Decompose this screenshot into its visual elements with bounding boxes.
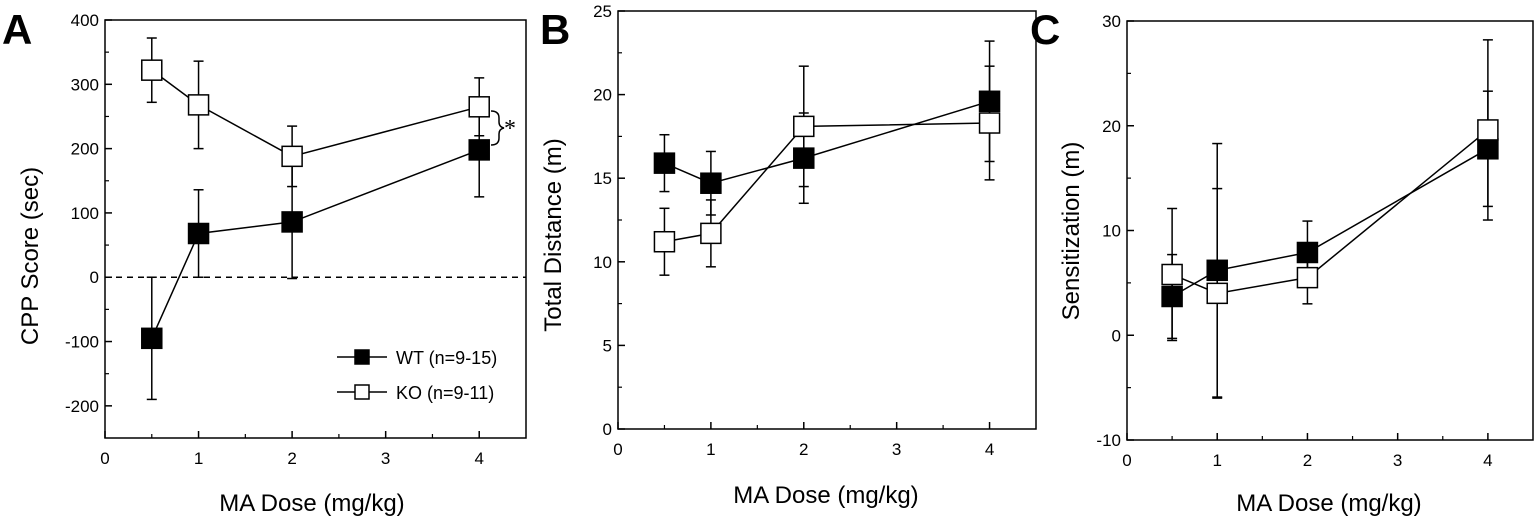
y-tick-label: 0 [603,420,612,439]
ko-data-point [281,145,303,168]
y-tick-label: 0 [1112,326,1121,345]
ko-legend-marker [354,384,370,400]
x-tick-label: 1 [1212,451,1221,470]
ko-series-line [1171,129,1489,295]
x-tick-label: 0 [613,440,622,459]
x-tick-label: 2 [799,440,808,459]
ko-data-point [1161,263,1183,286]
y-tick-label: -10 [1096,431,1121,450]
ko-data-point [793,115,815,138]
legend-wt-label: WT (n=9-15) [396,348,497,368]
x-tick-label: 2 [1303,451,1312,470]
ko-series-line [664,122,990,243]
x-tick-label: 3 [1393,451,1402,470]
x-tick-label: 4 [474,449,483,468]
y-tick-label: 25 [593,2,612,21]
y-tick-label: 5 [603,336,612,355]
wt-series-line [151,149,480,339]
significance-marker: * [504,116,516,142]
y-tick-label: 10 [1102,222,1121,241]
panel-label: A [2,6,32,53]
y-tick-label: 10 [593,253,612,272]
x-tick-label: 1 [194,449,203,468]
wt-data-point [468,139,490,161]
ko-series-line [151,69,480,158]
ko-data-point [141,59,163,81]
y-tick-label: 15 [593,169,612,188]
y-tick-label: 0 [90,268,99,287]
ko-data-point [1296,266,1319,289]
ko-data-point [653,230,676,253]
x-tick-label: 0 [100,449,109,468]
y-axis-title: Total Distance (m) [540,138,567,331]
x-tick-label: 2 [287,449,296,468]
x-tick-label: 3 [381,449,390,468]
x-axis-title: MA Dose (mg/kg) [1236,490,1421,517]
x-tick-label: 4 [1483,451,1492,470]
wt-data-point [281,211,303,233]
wt-legend-marker [354,349,370,365]
ko-data-point [1477,119,1499,141]
panel-a: A CPP Score (sec) MA Dose (mg/kg) WT (n=… [2,6,527,517]
wt-data-point [653,152,676,174]
ko-data-point [978,112,1001,134]
ko-data-point [1206,282,1228,305]
y-tick-label: -200 [65,397,99,416]
y-tick-label: 30 [1102,12,1121,31]
ko-data-point [468,96,490,118]
y-tick-label: -100 [65,333,99,352]
panel-c: C Sensitization (m) MA Dose (mg/kg) 0 1 2 3… [1030,6,1534,517]
y-tick-label: 200 [71,140,99,159]
y-axis-title: Sensitization (m) [1058,142,1085,321]
x-tick-label: 4 [985,440,994,459]
plot-frame [1126,20,1534,441]
y-tick-label: 100 [71,204,99,223]
wt-data-point [141,327,163,350]
plot-frame [104,19,527,439]
wt-data-point [700,172,722,194]
panel-b: B Total Distance (m) MA Dose (mg/kg) 0 1 2… [540,2,1037,509]
ko-data-point [700,222,722,245]
y-tick-label: 400 [71,11,99,30]
x-axis-title: MA Dose (mg/kg) [219,490,404,517]
plot-frame [617,10,1037,430]
significance-brace [490,110,505,146]
y-tick-label: 300 [71,75,99,94]
x-tick-label: 3 [892,440,901,459]
y-tick-label: 20 [593,86,612,105]
panel-label: B [540,6,570,53]
x-axis-title: MA Dose (mg/kg) [733,482,918,509]
wt-data-point [187,222,210,245]
x-tick-label: 1 [706,440,715,459]
x-tick-label: 0 [1122,451,1131,470]
y-axis-title: CPP Score (sec) [17,167,44,345]
wt-series-line [664,100,990,185]
ko-data-point [187,94,210,116]
panel-label: C [1030,6,1060,53]
legend-ko-label: KO (n=9-11) [396,383,494,403]
y-tick-label: 20 [1102,117,1121,136]
